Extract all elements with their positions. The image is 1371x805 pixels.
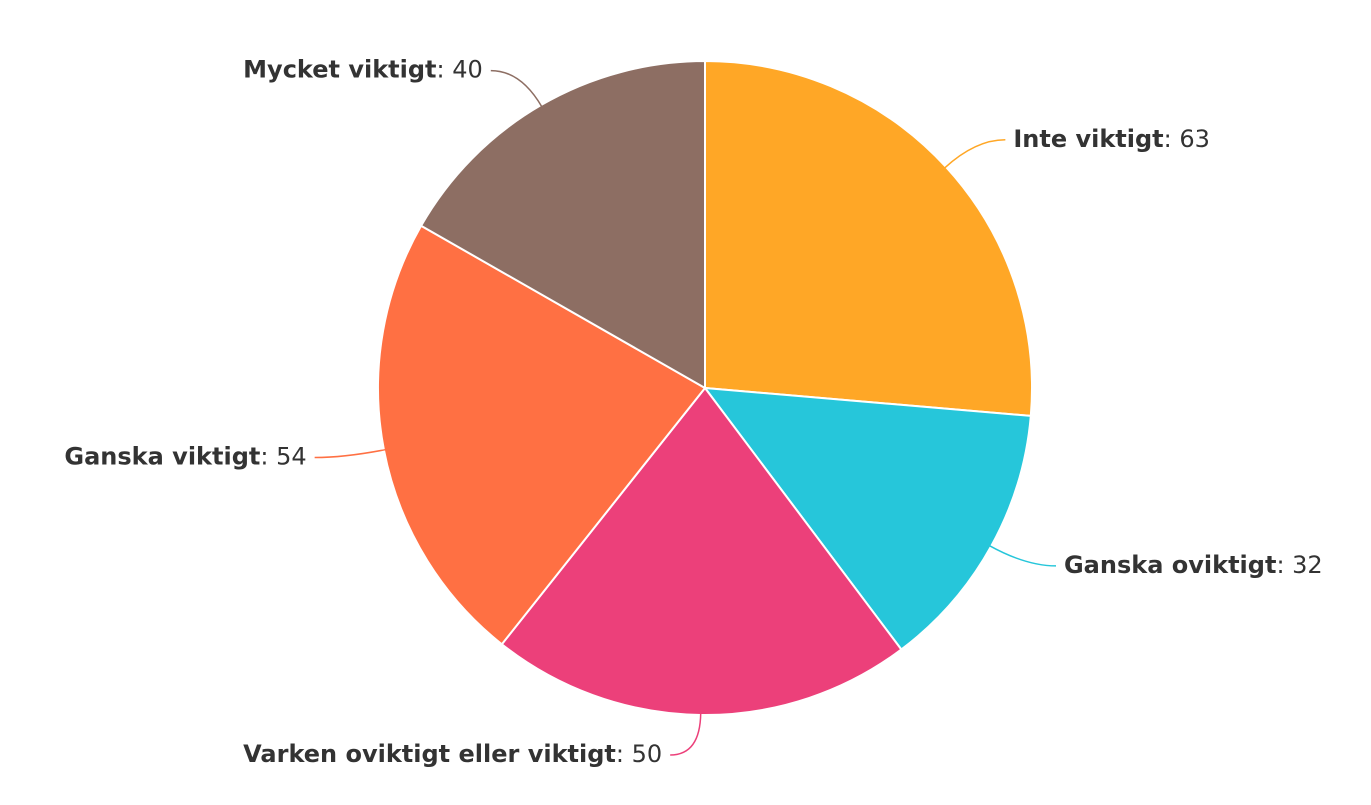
category-name: Mycket viktigt — [243, 56, 436, 84]
separator: : — [260, 443, 276, 471]
data-label: Mycket viktigt: 40 — [243, 56, 483, 84]
connector-line — [490, 69, 543, 108]
connector-line — [670, 712, 702, 756]
value-label: 32 — [1292, 551, 1323, 579]
category-name: Varken oviktigt eller viktigt — [243, 740, 616, 768]
data-label: Ganska oviktigt: 32 — [1064, 551, 1323, 579]
value-label: 54 — [276, 443, 307, 471]
category-name: Inte viktigt — [1013, 125, 1163, 153]
separator: : — [616, 740, 632, 768]
data-label: Ganska viktigt: 54 — [64, 443, 306, 471]
data-label: Inte viktigt: 63 — [1013, 125, 1210, 153]
category-name: Ganska viktigt — [64, 443, 260, 471]
connector-line — [943, 139, 1006, 169]
pie-slice — [704, 59, 1033, 417]
value-label: 40 — [452, 56, 483, 84]
data-label: Varken oviktigt eller viktigt: 50 — [243, 740, 662, 768]
separator: : — [1164, 125, 1180, 153]
category-name: Ganska oviktigt — [1064, 551, 1276, 579]
connector-line — [988, 544, 1057, 567]
separator: : — [437, 56, 453, 84]
separator: : — [1276, 551, 1292, 579]
value-label: 63 — [1179, 125, 1210, 153]
value-label: 50 — [632, 740, 663, 768]
connector-line — [314, 448, 387, 459]
